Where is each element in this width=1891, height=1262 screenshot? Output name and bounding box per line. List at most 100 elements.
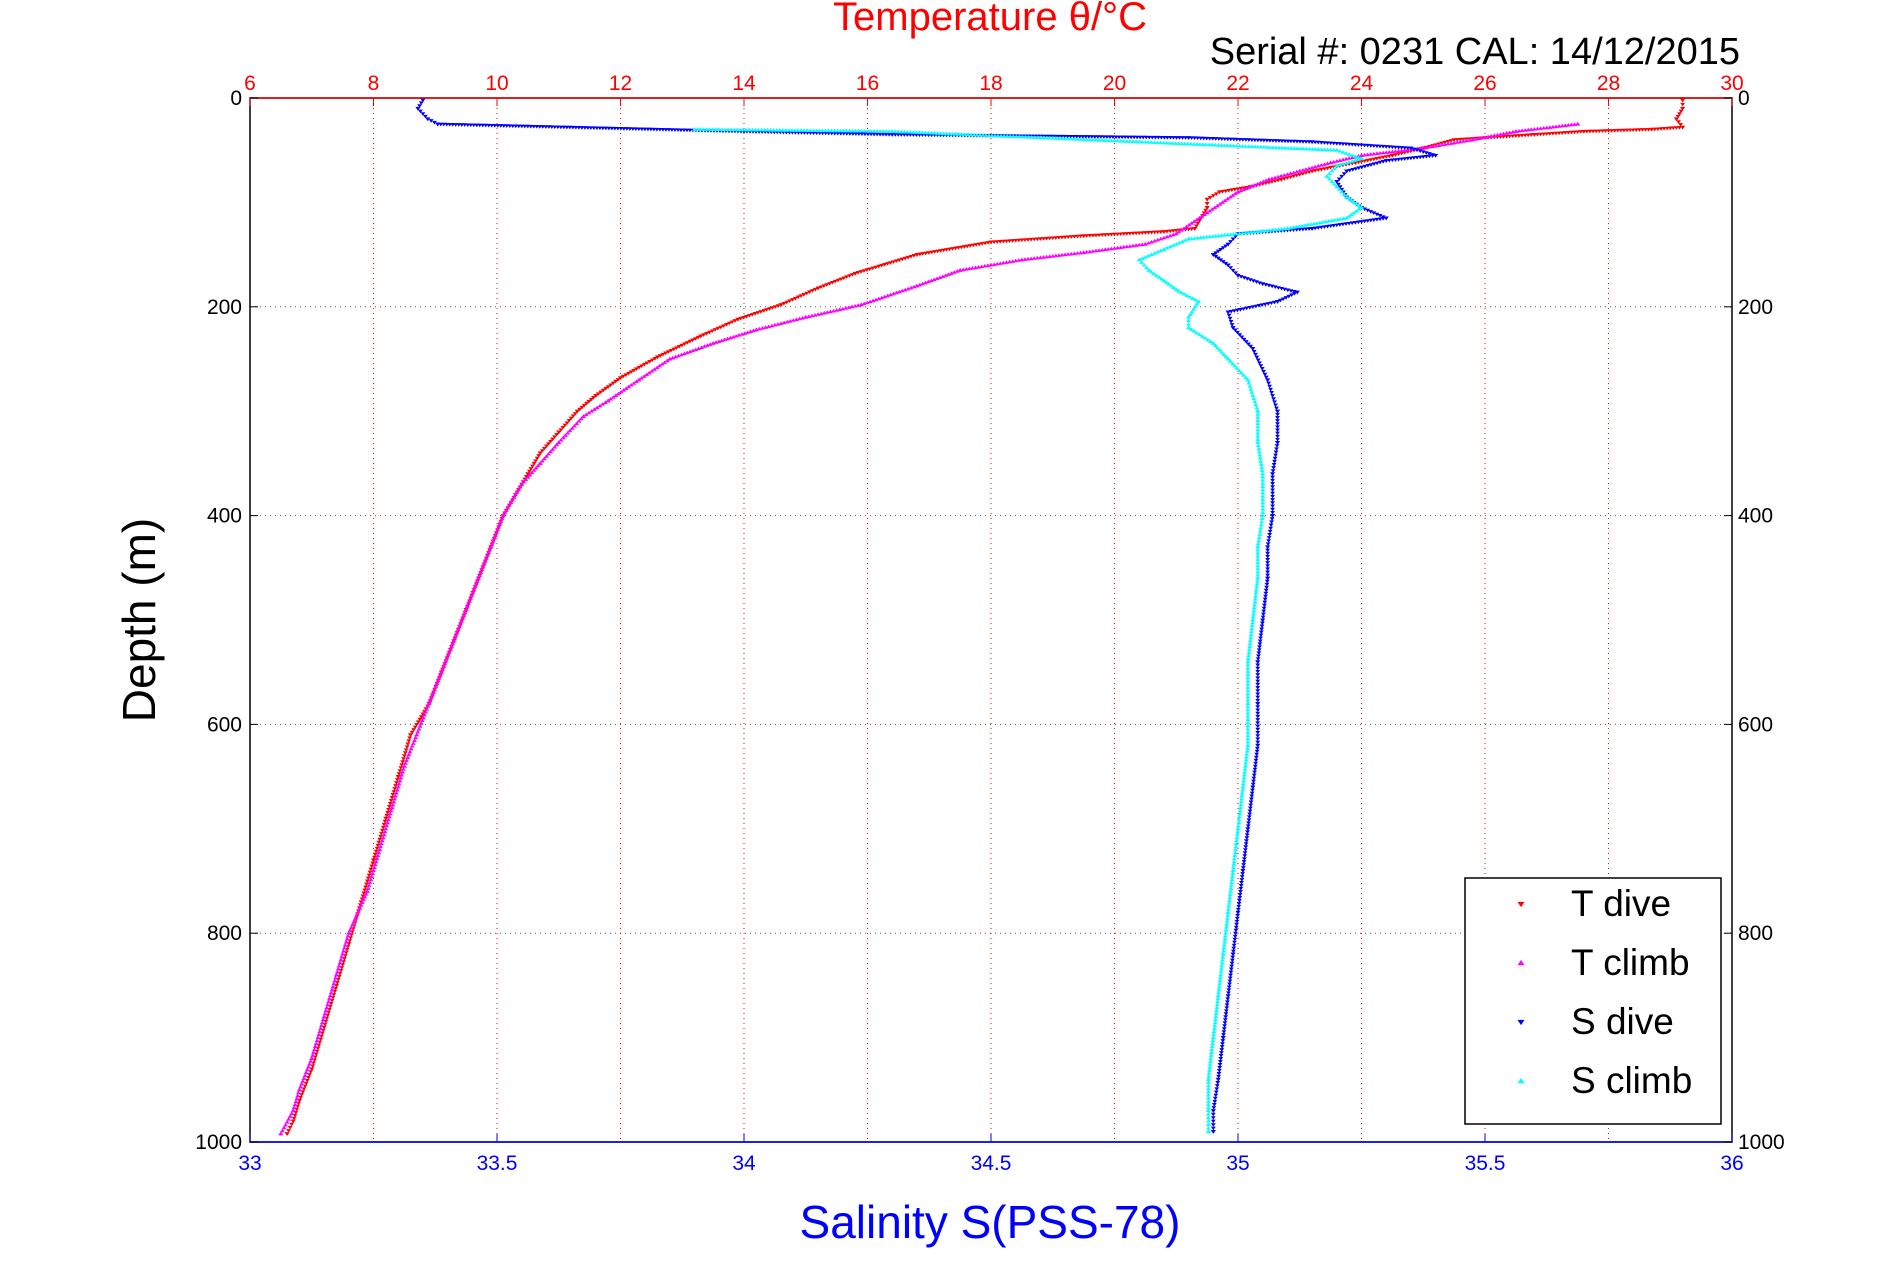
data-point-interp [1255, 692, 1261, 697]
data-point [284, 1132, 290, 1136]
data-point-interp [486, 550, 491, 555]
data-point-interp [1233, 234, 1238, 239]
data-point-interp [795, 128, 801, 132]
data-point-interp [1209, 1044, 1215, 1048]
data-point-interp [1255, 560, 1261, 565]
data-point-interp [1218, 1054, 1224, 1058]
data-point-interp [1245, 717, 1251, 722]
data-point-interp [1236, 901, 1242, 906]
data-point-interp [315, 1035, 321, 1040]
data-point-interp [1259, 627, 1265, 632]
data-point-interp [1093, 137, 1099, 142]
data-point-interp [781, 301, 787, 306]
data-point-interp [861, 301, 867, 306]
data-point-interp [1124, 139, 1130, 143]
data-point-interp [1158, 140, 1163, 145]
data-point-interp [603, 400, 608, 404]
data-point-interp [1001, 133, 1007, 138]
data-point-interp [1199, 334, 1205, 338]
data-point-interp [1205, 1105, 1211, 1109]
data-point-interp [431, 689, 436, 694]
data-point-interp [733, 333, 739, 338]
data-point-interp [946, 272, 951, 276]
data-point-interp [913, 130, 919, 134]
data-point-interp [797, 316, 802, 321]
data-point-interp [1226, 313, 1232, 318]
data-point-interp [1250, 788, 1255, 793]
data-point-interp [330, 984, 336, 989]
data-point-interp [1285, 172, 1290, 176]
data-point-interp [1189, 236, 1194, 241]
data-point-interp [1260, 179, 1266, 184]
data-point-interp [506, 503, 512, 507]
data-point-interp [478, 570, 484, 574]
data-point-interp [1191, 329, 1197, 333]
data-point-interp [885, 293, 891, 298]
data-point-interp [591, 396, 596, 400]
data-point-interp [1207, 1065, 1213, 1069]
data-point-interp [756, 127, 761, 132]
data-point-interp [572, 423, 577, 428]
data-point-interp [1243, 848, 1248, 852]
data-point-interp [608, 396, 614, 401]
data-point-interp [1339, 187, 1345, 192]
data-point-interp [652, 356, 658, 361]
data-point-interp [1331, 181, 1337, 186]
data-point-interp [1217, 1060, 1223, 1064]
data-point-interp [1118, 245, 1124, 249]
data-point-interp [1240, 144, 1245, 148]
data-point-interp [1207, 1068, 1212, 1072]
data-point-interp [1343, 151, 1349, 155]
data-point-interp [1368, 152, 1374, 156]
data-point [1334, 179, 1340, 184]
data-point [1235, 273, 1241, 278]
data-point-interp [794, 317, 799, 322]
data-point-interp [931, 277, 937, 282]
data-point-interp [807, 290, 812, 295]
data-point-interp [687, 339, 693, 344]
data-point-interp [1248, 635, 1254, 640]
data-point-interp [1192, 236, 1197, 240]
data-point-interp [1246, 342, 1251, 347]
data-point [1255, 440, 1261, 445]
data-point-interp [362, 888, 368, 893]
data-point-interp [1228, 143, 1233, 148]
data-point-interp [318, 1026, 323, 1031]
data-point-interp [1219, 1045, 1225, 1049]
data-point-interp [1258, 229, 1263, 233]
data-point-interp [312, 1044, 318, 1048]
data-point-interp [600, 402, 606, 406]
data-point [389, 805, 395, 810]
data-point-interp [1335, 217, 1341, 222]
data-point-interp [1213, 1014, 1219, 1019]
data-point [1220, 951, 1226, 956]
data-point-interp [533, 465, 539, 470]
data-point-interp [1257, 281, 1263, 285]
data-point-interp [291, 1105, 297, 1110]
data-point-interp [1255, 737, 1261, 742]
data-point-interp [1233, 841, 1239, 846]
data-point-interp [554, 432, 560, 437]
data-point-interp [1273, 145, 1279, 150]
data-point-interp [1433, 143, 1438, 148]
data-point-interp [1233, 191, 1238, 196]
data-point-interp [1121, 139, 1127, 143]
data-point-interp [1332, 217, 1338, 222]
data-point-interp [388, 799, 394, 803]
data-point-interp [1285, 145, 1291, 150]
data-point-interp [721, 324, 726, 328]
data-point-interp [1071, 135, 1077, 139]
data-point-interp [365, 876, 371, 881]
data-point-interp [361, 891, 367, 896]
data-point-interp [1427, 144, 1432, 149]
data-point-interp [565, 430, 571, 435]
data-point-interp [1007, 259, 1012, 264]
data-point-interp [1247, 641, 1253, 646]
data-point-interp [844, 275, 849, 279]
data-point-interp [818, 285, 824, 290]
data-point-interp [960, 267, 966, 272]
data-point-interp [1280, 297, 1286, 302]
data-point-interp [1270, 494, 1275, 499]
data-point-interp [1110, 135, 1116, 140]
data-point-interp [1265, 564, 1271, 568]
